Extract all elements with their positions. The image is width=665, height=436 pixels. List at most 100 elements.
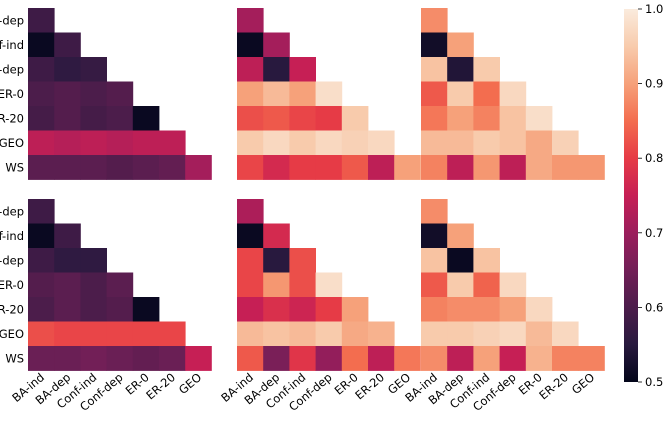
heatmap-cell	[421, 199, 448, 224]
heatmap-cell	[552, 130, 579, 156]
row-label: WS	[5, 160, 24, 174]
row-label: GEO	[0, 136, 24, 150]
heatmap-cell	[421, 130, 448, 156]
heatmap-cell	[28, 106, 55, 131]
row-label: Conf-dep	[0, 253, 24, 267]
heatmap-cell	[289, 321, 316, 347]
heatmap-cell	[54, 346, 81, 371]
heatmap-cell	[289, 346, 316, 371]
heatmap-cell	[447, 155, 474, 180]
heatmap-cell	[263, 321, 290, 347]
heatmap-cell	[394, 155, 421, 180]
heatmap-cell	[28, 346, 55, 371]
heatmap-panel	[237, 8, 421, 180]
heatmap-cell	[80, 130, 107, 156]
heatmap-cell	[447, 321, 474, 347]
heatmap-cell	[80, 155, 107, 180]
heatmap-cell	[525, 130, 553, 156]
heatmap-cell	[28, 57, 55, 82]
heatmap-cell	[473, 272, 500, 298]
heatmap-cell	[263, 272, 290, 298]
heatmap-cell	[499, 321, 527, 347]
heatmap-cell	[473, 346, 500, 371]
heatmap-cell	[525, 155, 553, 180]
heatmap-cell	[525, 321, 553, 347]
colorbar-tick-label: 0.7	[645, 226, 663, 240]
heatmap-cell	[237, 155, 264, 180]
heatmap-cell	[289, 248, 316, 273]
heatmap-cell	[106, 81, 134, 107]
heatmap-cell	[28, 130, 55, 156]
heatmap-cell	[54, 81, 81, 107]
heatmap-cell	[237, 297, 264, 322]
heatmap-cell	[341, 130, 369, 156]
heatmap-cell	[237, 223, 264, 249]
heatmap-cell	[289, 130, 316, 156]
heatmap-cell	[54, 223, 81, 249]
colorbar: 0.5 0.6 0.7 0.8 0.9 1.0	[624, 2, 663, 389]
heatmap-cell	[341, 297, 369, 322]
heatmap-cell	[315, 155, 343, 180]
heatmap-cell	[80, 346, 107, 371]
heatmap-cell	[473, 321, 500, 347]
heatmap-cell	[80, 81, 107, 107]
heatmap-cell	[473, 57, 500, 82]
heatmap-cell	[28, 8, 55, 33]
heatmap-cell	[552, 321, 579, 347]
column-label: GEO	[176, 370, 204, 397]
heatmap-cell	[421, 106, 448, 131]
heatmap-cell	[237, 81, 264, 107]
heatmap-cell	[263, 81, 290, 107]
heatmap-cell	[80, 297, 107, 322]
heatmap-cell	[447, 57, 474, 82]
heatmap-cell	[263, 130, 290, 156]
heatmap-cell	[54, 248, 81, 273]
heatmap-panel	[421, 199, 605, 371]
heatmap-cell	[54, 155, 81, 180]
heatmap-cell	[499, 297, 527, 322]
heatmap-cell	[447, 81, 474, 107]
colorbar-tick-label: 0.8	[645, 151, 663, 165]
heatmap-cell	[106, 155, 134, 180]
heatmap-cell	[237, 106, 264, 131]
heatmap-cell	[54, 321, 81, 347]
heatmap-cell	[28, 272, 55, 298]
heatmap-cell	[159, 321, 186, 347]
heatmap-cell	[394, 346, 421, 371]
heatmap-cell	[421, 248, 448, 273]
heatmap-cell	[421, 81, 448, 107]
heatmap-cell	[54, 57, 81, 82]
heatmap-cell	[28, 81, 55, 107]
heatmap-cell	[578, 346, 605, 371]
heatmap-cell	[421, 8, 448, 33]
heatmap-cell	[54, 272, 81, 298]
heatmap-cell	[132, 321, 160, 347]
heatmap-cell	[525, 346, 553, 371]
heatmap-cell	[28, 321, 55, 347]
column-label: GEO	[569, 370, 597, 397]
heatmap-cell	[80, 57, 107, 82]
heatmap-cell	[289, 155, 316, 180]
heatmap-cell	[315, 81, 343, 107]
heatmap-cell	[421, 272, 448, 298]
heatmap-cell	[289, 81, 316, 107]
heatmap-cell	[263, 248, 290, 273]
heatmap-cell	[80, 272, 107, 298]
heatmap-cell	[341, 155, 369, 180]
heatmap-cell	[185, 346, 212, 371]
heatmap-cell	[499, 130, 527, 156]
heatmap-cell	[159, 155, 186, 180]
colorbar-tick-label: 0.5	[645, 375, 663, 389]
heatmap-cell	[315, 130, 343, 156]
heatmap-cell	[132, 155, 160, 180]
heatmap-cell	[106, 272, 134, 298]
heatmap-cell	[159, 346, 186, 371]
heatmap-cell	[315, 346, 343, 371]
heatmap-cell	[315, 272, 343, 298]
heatmap-cell	[263, 155, 290, 180]
heatmap-cell	[368, 130, 395, 156]
heatmap-cell	[289, 106, 316, 131]
heatmap-cell	[263, 297, 290, 322]
